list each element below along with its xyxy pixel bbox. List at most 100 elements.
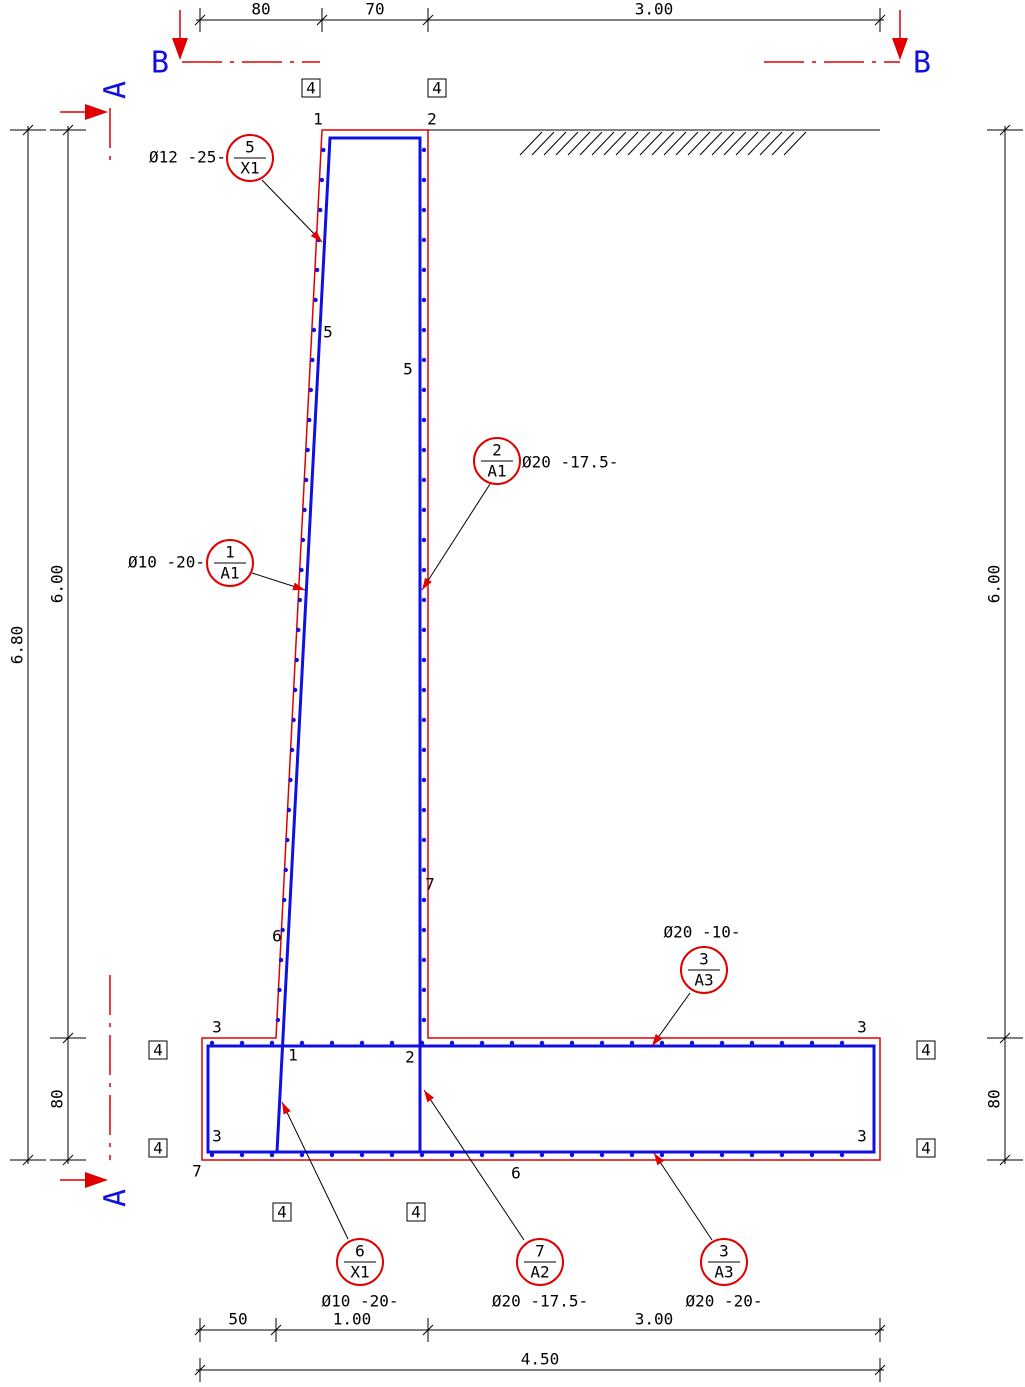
point-label: 7	[425, 875, 435, 894]
member-label: 4	[921, 1139, 931, 1158]
rebar-dot	[239, 1040, 245, 1046]
rebar-dot	[321, 147, 326, 153]
point-label: 6	[511, 1164, 521, 1183]
dim-label: 3.00	[635, 0, 674, 19]
rebar-dot	[280, 927, 285, 933]
rebar-dot	[421, 1017, 427, 1023]
callout-number: 5	[245, 138, 255, 157]
member-label: 4	[153, 1139, 163, 1158]
rebar-dot	[311, 327, 317, 333]
leader-line	[653, 1152, 713, 1241]
dim-label: 6.80	[8, 626, 27, 665]
point-label: 2	[427, 110, 437, 129]
rebar-dot	[421, 297, 427, 303]
callout-spec: Ø20 -10-	[663, 923, 740, 942]
rebar-dot	[421, 237, 427, 243]
rebar-dot	[421, 537, 427, 543]
member-box	[427, 78, 447, 98]
rebar-dot	[421, 687, 427, 693]
rebar-dot	[285, 837, 290, 843]
hatch-line	[627, 131, 651, 156]
point-label: 3	[857, 1127, 867, 1146]
member-box	[406, 1202, 426, 1222]
leader-arrow	[654, 1153, 664, 1166]
callout-code: A3	[714, 1263, 733, 1282]
point-label: 6	[272, 927, 282, 946]
rebar-dot	[308, 387, 314, 393]
rebar-dot	[839, 1152, 845, 1158]
member-label: 4	[153, 1041, 163, 1060]
rebar-dot	[299, 1152, 305, 1158]
callout-number: 3	[699, 950, 709, 969]
callout-spec: Ø10 -20-	[128, 553, 205, 572]
callout-code: A3	[694, 971, 713, 990]
rebar-dot	[389, 1040, 395, 1046]
rebar-dot	[359, 1152, 365, 1158]
dim-label: 4.50	[521, 1350, 560, 1369]
hatch-line	[651, 131, 675, 156]
rebar-dot	[421, 777, 427, 783]
hatch-line	[687, 131, 711, 156]
dim-label: 50	[228, 1310, 247, 1329]
rebar-dot	[281, 897, 287, 903]
dim-label: 6.00	[48, 565, 67, 604]
rebar-dot	[297, 597, 303, 603]
leader-arrow	[282, 1102, 291, 1115]
point-label: 1	[313, 110, 323, 129]
rebar-dot	[421, 957, 427, 963]
dim-label: 80	[985, 1089, 1004, 1108]
hatch-line	[735, 131, 759, 156]
rebar-dot	[275, 1017, 281, 1023]
callout-number: 6	[355, 1242, 365, 1261]
rebar-dot	[289, 747, 295, 753]
dimensions: 80 70 3.00 50 1.00 3.00 4.50 6.80 6.00 80 6.00 80	[8, 0, 1023, 1382]
rebar-dot	[421, 177, 427, 183]
rebar-dot	[318, 207, 323, 213]
rebar-dot	[839, 1040, 845, 1046]
member-label: 4	[306, 79, 316, 98]
leader-line	[423, 1089, 525, 1241]
rebar-dot	[509, 1040, 515, 1046]
section-mark: A	[99, 1189, 134, 1207]
section-mark: B	[913, 46, 931, 81]
rebar-dot	[509, 1152, 515, 1158]
rebar-dot	[313, 297, 318, 303]
point-label: 3	[212, 1127, 222, 1146]
rebar-dot	[479, 1040, 485, 1046]
leader-line	[281, 1101, 349, 1240]
point-label: 1	[288, 1046, 298, 1065]
rebar-dot	[296, 627, 301, 633]
point-label: 5	[403, 360, 413, 379]
rebar-dot	[749, 1040, 755, 1046]
hatch-line	[747, 131, 771, 156]
callout-code: X1	[240, 159, 259, 178]
rebar-dot	[659, 1040, 665, 1046]
hatch-line	[675, 131, 699, 156]
rebar-dot	[479, 1152, 485, 1158]
callout-spec: Ø10 -20-	[321, 1292, 398, 1311]
rebar-dot	[719, 1040, 725, 1046]
hatch-line	[759, 131, 783, 156]
dim-label: 70	[365, 0, 384, 19]
section-mark: A	[99, 81, 134, 99]
rebar-dot	[421, 207, 427, 213]
member-label: 4	[921, 1041, 931, 1060]
callout-code: A1	[220, 564, 239, 583]
rebar-dot	[305, 447, 310, 453]
leader-arrow	[652, 1033, 663, 1046]
callout-number: 3	[719, 1242, 729, 1261]
rebar-dot	[719, 1152, 725, 1158]
member-label: 4	[411, 1203, 421, 1222]
member-box	[916, 1040, 936, 1060]
rebar-dot	[421, 507, 427, 513]
hatch-line	[783, 131, 807, 156]
leader-arrow	[292, 582, 305, 591]
callout-code: A2	[530, 1263, 549, 1282]
callout-number: 7	[535, 1242, 545, 1261]
hatch-line	[531, 131, 555, 156]
rebar-dots	[209, 147, 845, 1158]
rebar-dot	[659, 1152, 665, 1158]
member-label: 4	[277, 1203, 287, 1222]
point-label: 7	[192, 1162, 202, 1181]
rebar-dot	[302, 507, 307, 513]
